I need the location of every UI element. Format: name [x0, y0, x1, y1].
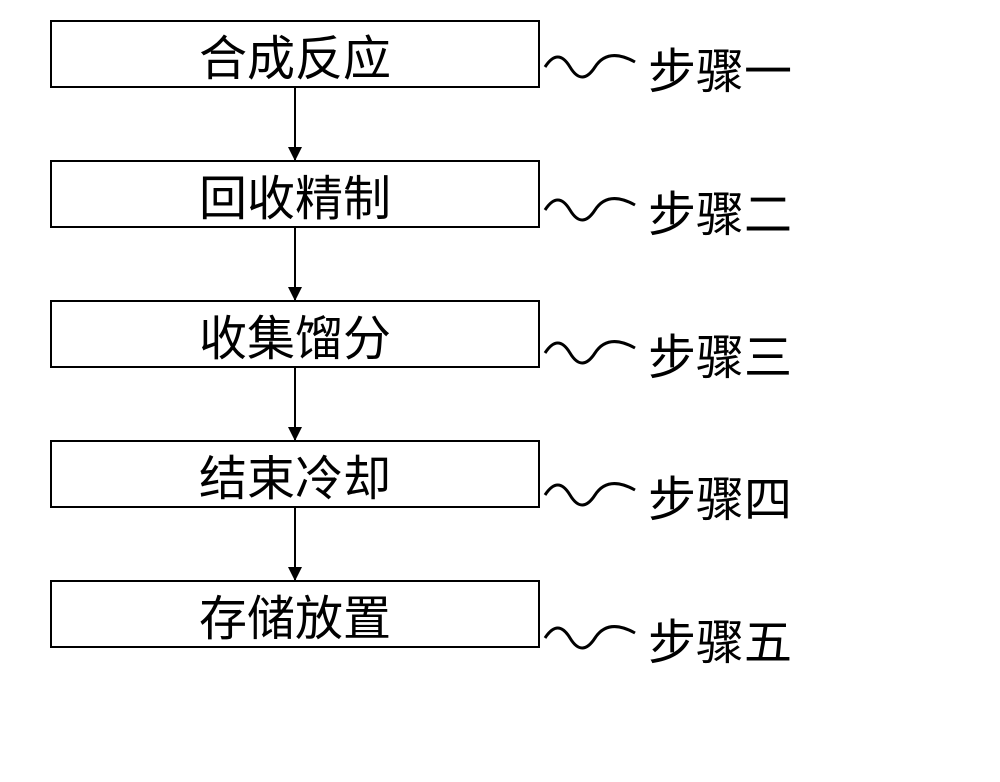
step-label-2: 步骤二 [648, 175, 792, 245]
label-group-2: 步骤二 [540, 175, 792, 245]
step-box-5-text: 存储放置 [199, 579, 391, 649]
wave-connector-icon [540, 185, 640, 235]
step-box-4-text: 结束冷却 [199, 439, 391, 509]
step-box-1: 合成反应 [50, 20, 540, 88]
step-label-3: 步骤三 [648, 318, 792, 388]
step-label-4: 步骤四 [648, 460, 792, 530]
wave-connector-icon [540, 470, 640, 520]
step-box-2: 回收精制 [50, 160, 540, 228]
arrow-3-4 [294, 368, 296, 440]
wave-connector-icon [540, 42, 640, 92]
step-box-2-text: 回收精制 [199, 159, 391, 229]
flowchart-container: 合成反应 回收精制 收集馏分 结束冷却 存储放置 [50, 20, 540, 648]
step-box-4: 结束冷却 [50, 440, 540, 508]
step-box-5: 存储放置 [50, 580, 540, 648]
wave-connector-icon [540, 613, 640, 663]
label-group-3: 步骤三 [540, 318, 792, 388]
step-label-1: 步骤一 [648, 32, 792, 102]
wave-connector-icon [540, 328, 640, 378]
step-box-3: 收集馏分 [50, 300, 540, 368]
step-label-5: 步骤五 [648, 603, 792, 673]
step-box-3-text: 收集馏分 [199, 299, 391, 369]
arrow-1-2 [294, 88, 296, 160]
label-group-1: 步骤一 [540, 32, 792, 102]
arrow-4-5 [294, 508, 296, 580]
label-group-4: 步骤四 [540, 460, 792, 530]
step-box-1-text: 合成反应 [199, 19, 391, 89]
label-group-5: 步骤五 [540, 603, 792, 673]
arrow-2-3 [294, 228, 296, 300]
